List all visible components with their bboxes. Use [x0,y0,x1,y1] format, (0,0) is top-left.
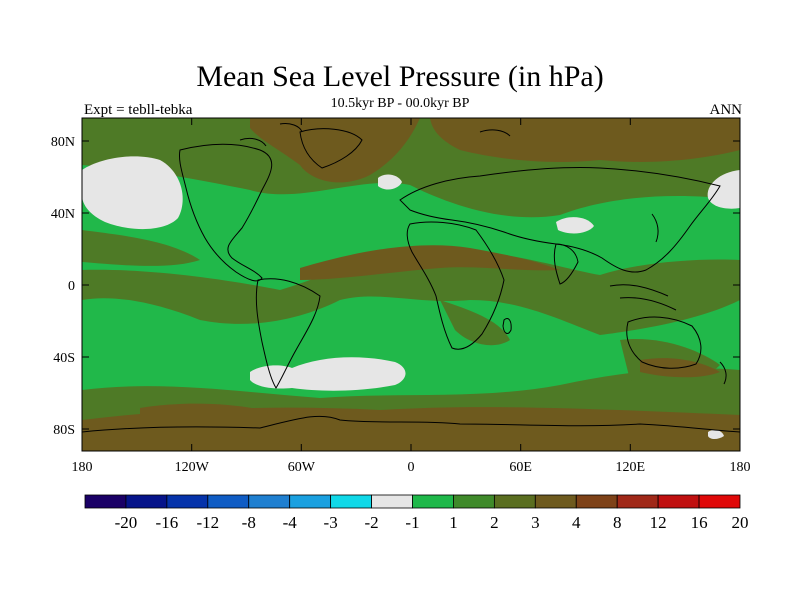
field-grey-north-pacific [82,156,183,230]
x-tick-label: 180 [72,460,93,475]
field-brown-antarctic [82,407,740,451]
colorbar-swatch [289,494,332,509]
colorbar-swatch [657,494,700,509]
x-tick-label: 60E [509,460,532,475]
field-brown-greenland [250,118,420,183]
colorbar-label: -20 [115,513,138,532]
colorbar-swatch [616,494,659,509]
colorbar-swatch [248,494,291,509]
x-tick-label: 120W [175,460,210,475]
colorbar-label: -8 [242,513,256,532]
x-axis [81,118,741,451]
colorbar-label: 12 [650,513,667,532]
colorbar-label: 8 [613,513,622,532]
colorbar-label: -12 [196,513,219,532]
x-tick-label: 60W [288,460,316,475]
field-grey-north-pacific-east [707,170,740,209]
x-tick-label: 0 [408,460,415,475]
field-olive-pacific-n [82,230,200,266]
field-brown-tropics [300,245,560,280]
colorbar-label: 2 [490,513,499,532]
colorbar-swatch [371,494,413,509]
x-tick-label: 120E [616,460,646,475]
y-tick-label: 80S [53,423,75,438]
plot-subtitle: 10.5kyr BP - 00.0kyr BP [330,96,470,111]
field-brown-south-pacific [140,403,270,419]
y-tick-label: 40N [51,207,75,222]
field-grey-south-atlantic [250,357,406,391]
colorbar-swatch [412,494,454,509]
pressure-field [82,118,740,451]
colorbar-swatch [575,494,618,509]
experiment-label: Expt = tebll-tebka [84,102,193,118]
colorbar-label: -16 [156,513,179,532]
field-olive-tropics [82,249,740,335]
field-brown-siberia [430,118,740,162]
colorbar-swatch [166,494,209,509]
colorbar-label: -4 [283,513,298,532]
plot-title: Mean Sea Level Pressure (in hPa) [196,60,604,93]
x-tick-labels: 180 120W 60W 0 60E 120E 180 [72,460,751,475]
colorbar-swatch [698,494,741,509]
colorbar-label: 4 [572,513,581,532]
colorbar-swatch [493,494,536,509]
colorbar-swatch [84,494,127,509]
colorbar-label: 1 [449,513,458,532]
colorbar-label: -1 [405,513,419,532]
colorbar-label: -2 [364,513,378,532]
colorbar-swatch [453,494,495,509]
colorbar-label: -3 [324,513,338,532]
world-coastline-icon [82,123,740,433]
colorbar: -20 -16 -12 -8 -4 -3 -2 -1 1 2 3 4 8 12 16 20 [84,494,749,532]
x-tick-label: 180 [730,460,751,475]
field-grey-scandinavia [378,174,402,190]
y-axis [82,140,740,430]
colorbar-swatch [207,494,250,509]
y-tick-label: 40S [53,351,75,366]
field-olive-africa [440,300,510,346]
colorbar-label: 3 [531,513,540,532]
y-tick-label: 0 [68,279,75,294]
colorbar-label: 16 [691,513,708,532]
season-label: ANN [709,102,743,118]
field-grey-antarctic-spot [708,429,724,439]
colorbar-swatch [534,494,577,509]
y-tick-label: 80N [51,135,75,150]
colorbar-label: 20 [732,513,749,532]
colorbar-swatch [330,494,372,509]
colorbar-swatch [125,494,168,509]
field-grey-tibet [556,217,594,234]
y-tick-labels: 80N 40N 0 40S 80S [51,135,75,438]
